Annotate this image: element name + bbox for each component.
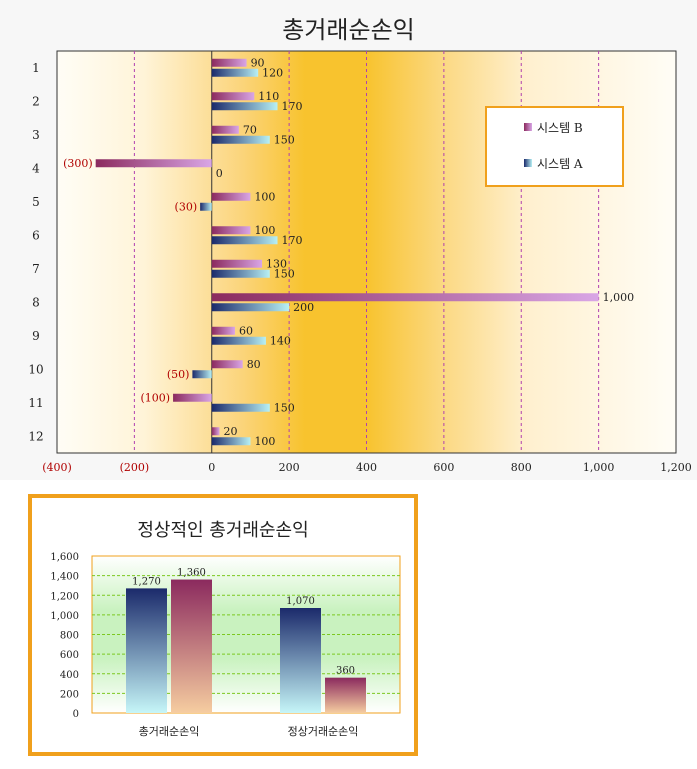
chart1-data-label: 100 <box>254 190 275 203</box>
chart1-bar <box>192 370 212 379</box>
chart1-bar <box>211 102 278 111</box>
chart1-bar <box>211 336 266 345</box>
chart1-x-tick-label: (200) <box>120 461 150 474</box>
chart1-data-label: 90 <box>251 56 265 69</box>
chart1-bar <box>211 92 255 101</box>
chart1-category-label: 1 <box>32 61 40 75</box>
chart1-data-label: 130 <box>266 257 287 270</box>
chart1-data-label: 170 <box>282 100 303 113</box>
chart2-title: 정상적인 총거래순손익 <box>137 520 309 541</box>
chart1-legend-swatch <box>524 159 532 167</box>
chart2-bar <box>280 608 321 713</box>
chart1-data-label: 200 <box>293 301 314 314</box>
chart1-bar <box>211 303 290 312</box>
chart1-category-label: 9 <box>32 329 40 343</box>
chart2-plot: 0 200 400 600 800 1,000 1,200 1,400 1,600 총거래순손익 1… <box>50 552 401 738</box>
chart-normal-pnl: 정상적인 총거래순손익 0 200 400 600 800 1,000 1,200 1,400… <box>28 494 418 756</box>
chart1-legend: 시스템 B 시스템 A <box>485 106 624 187</box>
chart1-category-label: 4 <box>32 161 40 175</box>
chart1-bar <box>211 293 599 302</box>
chart1-x-tick-label: (400) <box>42 461 72 474</box>
chart1-bar <box>211 403 270 412</box>
chart2-data-label: 1,360 <box>177 568 206 579</box>
chart1-category-label: 6 <box>32 228 40 242</box>
chart1-data-label: (300) <box>63 157 93 170</box>
chart1-category-label: 11 <box>28 396 43 410</box>
chart2-category-label: 정상거래순손익 <box>288 725 359 738</box>
chart2-data-label: 1,070 <box>286 596 315 607</box>
chart1-data-label: 100 <box>254 435 275 448</box>
chart1-bar <box>211 135 270 144</box>
chart1-data-label: 20 <box>223 425 237 438</box>
chart1-bar <box>211 427 220 436</box>
chart1-x-tick-label: 800 <box>511 461 532 474</box>
chart1-bar <box>211 360 243 369</box>
chart1-category-label: 10 <box>28 362 43 376</box>
chart2-y-tick-label: 200 <box>60 689 79 700</box>
chart1-data-label: 60 <box>239 324 253 337</box>
chart1-data-label: 150 <box>274 267 295 280</box>
chart1-bar <box>200 202 212 211</box>
chart1-bar <box>211 58 247 67</box>
chart1-data-label: 120 <box>262 66 283 79</box>
chart1-x-tick-label: 400 <box>356 461 377 474</box>
chart1-category-label: 5 <box>32 195 40 209</box>
chart2-bar <box>325 677 366 713</box>
chart2-y-tick-label: 400 <box>60 670 79 681</box>
chart1-data-label: (50) <box>167 368 190 381</box>
chart1-x-tick-label: 1,000 <box>583 461 615 474</box>
chart-total-pnl: 총거래순손익 (400) (200) 0 200 400 600 800 1,000 1,200… <box>28 16 692 474</box>
chart1-bar <box>211 192 251 201</box>
chart1-data-label: 110 <box>258 90 279 103</box>
chart1-data-label: 0 <box>216 167 223 180</box>
chart2-data-label: 360 <box>336 666 355 677</box>
chart2-y-tick-label: 1,000 <box>50 611 79 622</box>
chart1-legend-swatch <box>524 123 532 131</box>
chart2-bar <box>126 588 167 713</box>
chart2-y-tick-label: 0 <box>73 709 79 720</box>
chart1-x-tick-label: 1,200 <box>660 461 692 474</box>
chart1-category-label: 2 <box>32 94 40 108</box>
chart2-y-tick-label: 1,600 <box>50 552 79 563</box>
chart1-legend-label: 시스템 A <box>537 157 583 171</box>
chart1-data-label: 1,000 <box>603 291 635 304</box>
chart1-data-label: 70 <box>243 123 257 136</box>
chart1-data-label: (30) <box>175 200 198 213</box>
chart2-bar <box>171 579 212 713</box>
chart2-category-label: 총거래순손익 <box>139 725 200 738</box>
chart1-data-label: 170 <box>282 234 303 247</box>
chart1-category-label: 8 <box>32 295 40 309</box>
chart1-bar <box>211 125 239 134</box>
chart1-data-label: 80 <box>247 358 261 371</box>
chart1-data-label: 150 <box>274 401 295 414</box>
chart1-data-label: 140 <box>270 334 291 347</box>
chart1-data-label: (100) <box>140 391 170 404</box>
chart1-x-tick-label: 200 <box>279 461 300 474</box>
chart1-title: 총거래순손익 <box>282 16 415 44</box>
chart2-y-tick-label: 1,400 <box>50 572 79 583</box>
chart1-bar <box>211 326 235 335</box>
chart1-bar <box>211 236 278 245</box>
chart1-legend-label: 시스템 B <box>537 121 583 135</box>
chart1-x-tick-label: 600 <box>433 461 454 474</box>
chart1-category-label: 12 <box>28 429 43 443</box>
chart1-category-label: 3 <box>32 128 40 142</box>
chart1-category-label: 7 <box>32 262 40 276</box>
chart2-y-tick-label: 1,200 <box>50 591 79 602</box>
chart1-bar <box>173 393 212 402</box>
chart1-data-label: 100 <box>254 224 275 237</box>
chart2-y-tick-label: 800 <box>60 631 79 642</box>
chart2-y-tick-label: 600 <box>60 650 79 661</box>
chart1-bar <box>211 68 259 77</box>
chart1-legend-box <box>485 106 624 187</box>
chart1-x-tick-label: 0 <box>208 461 215 474</box>
chart1-bar <box>211 226 251 235</box>
chart1-data-label: 150 <box>274 133 295 146</box>
chart1-bar <box>211 269 270 278</box>
chart1-bar <box>95 159 212 168</box>
chart2-data-label: 1,270 <box>132 576 161 587</box>
chart1-bar <box>211 437 251 446</box>
chart1-bar <box>211 259 263 268</box>
